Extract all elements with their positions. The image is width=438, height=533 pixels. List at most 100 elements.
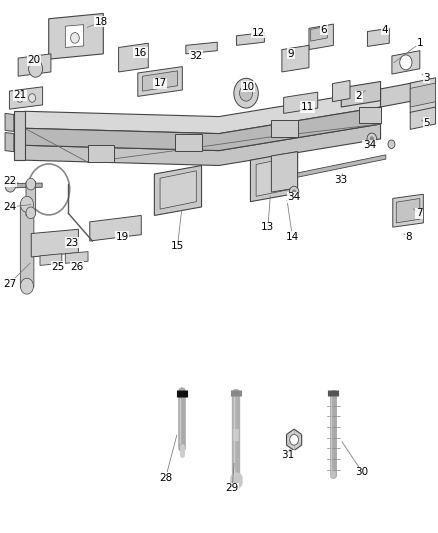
Text: 4: 4 (381, 25, 388, 35)
Text: 18: 18 (95, 17, 108, 27)
Text: 33: 33 (334, 175, 347, 185)
Text: 11: 11 (301, 102, 314, 112)
Polygon shape (12, 183, 42, 188)
Polygon shape (138, 67, 182, 96)
Text: 22: 22 (3, 176, 16, 187)
Polygon shape (359, 107, 381, 123)
Polygon shape (25, 107, 381, 151)
Polygon shape (26, 181, 35, 215)
Circle shape (388, 140, 395, 149)
Polygon shape (65, 25, 84, 47)
Circle shape (20, 196, 33, 212)
Circle shape (367, 133, 377, 145)
Polygon shape (272, 152, 297, 192)
Polygon shape (5, 114, 14, 132)
Polygon shape (65, 252, 88, 263)
Polygon shape (119, 43, 148, 72)
Polygon shape (25, 107, 381, 151)
Text: 25: 25 (52, 262, 65, 271)
Circle shape (71, 33, 79, 43)
Text: 20: 20 (27, 55, 40, 65)
Polygon shape (154, 165, 201, 215)
Polygon shape (14, 111, 25, 160)
Polygon shape (393, 194, 424, 227)
Text: 3: 3 (423, 73, 430, 83)
Text: 29: 29 (226, 483, 239, 493)
Text: 8: 8 (406, 232, 412, 242)
Polygon shape (175, 134, 201, 151)
Circle shape (26, 178, 35, 190)
Polygon shape (237, 33, 265, 45)
Polygon shape (381, 82, 420, 107)
Text: 34: 34 (287, 192, 301, 203)
Polygon shape (18, 54, 51, 76)
Polygon shape (49, 13, 103, 59)
Polygon shape (286, 429, 302, 450)
Polygon shape (256, 157, 292, 196)
Circle shape (240, 85, 253, 101)
Circle shape (20, 278, 33, 294)
Polygon shape (410, 78, 435, 114)
Text: 32: 32 (189, 51, 202, 61)
Polygon shape (341, 82, 381, 107)
Circle shape (292, 189, 296, 195)
Polygon shape (143, 71, 177, 91)
Text: 10: 10 (242, 82, 255, 92)
Text: 23: 23 (65, 238, 78, 247)
Text: 34: 34 (363, 140, 376, 150)
Text: 26: 26 (71, 262, 84, 271)
Polygon shape (282, 45, 309, 72)
Polygon shape (88, 146, 114, 163)
Circle shape (5, 179, 15, 192)
Text: 15: 15 (171, 241, 184, 251)
Text: 1: 1 (417, 38, 423, 48)
Text: 30: 30 (356, 467, 369, 477)
Polygon shape (410, 83, 435, 107)
Text: 2: 2 (355, 91, 362, 101)
Text: 9: 9 (288, 49, 294, 59)
Polygon shape (309, 24, 333, 50)
Polygon shape (410, 107, 435, 130)
Polygon shape (31, 229, 78, 257)
Polygon shape (10, 87, 42, 109)
Circle shape (26, 207, 35, 219)
Polygon shape (25, 90, 381, 134)
Polygon shape (392, 51, 420, 74)
Text: 28: 28 (159, 473, 173, 482)
Text: 6: 6 (321, 25, 327, 35)
Text: 14: 14 (286, 232, 299, 242)
Text: 5: 5 (423, 118, 430, 128)
Polygon shape (396, 198, 420, 223)
Polygon shape (284, 92, 318, 114)
Text: 17: 17 (153, 78, 167, 88)
Polygon shape (25, 124, 381, 165)
Text: 31: 31 (281, 450, 294, 460)
Text: 19: 19 (116, 232, 129, 242)
Text: 16: 16 (134, 48, 147, 58)
Circle shape (28, 60, 42, 77)
Polygon shape (186, 42, 217, 54)
Text: 27: 27 (3, 279, 16, 288)
Polygon shape (40, 254, 62, 265)
Polygon shape (5, 133, 14, 152)
Circle shape (28, 94, 35, 102)
Polygon shape (297, 155, 386, 177)
Text: 12: 12 (252, 28, 265, 38)
Text: 21: 21 (13, 90, 27, 100)
Polygon shape (272, 120, 297, 137)
Polygon shape (332, 80, 350, 102)
Circle shape (290, 434, 298, 445)
Polygon shape (367, 28, 389, 46)
Circle shape (400, 55, 412, 70)
Circle shape (16, 94, 23, 102)
Polygon shape (311, 26, 327, 41)
Circle shape (234, 78, 258, 108)
Polygon shape (20, 203, 34, 288)
Text: 24: 24 (3, 202, 16, 212)
Polygon shape (251, 152, 297, 201)
Text: 7: 7 (416, 208, 422, 219)
Text: 13: 13 (261, 222, 275, 232)
Polygon shape (90, 215, 141, 241)
Polygon shape (160, 171, 196, 209)
Circle shape (370, 136, 374, 142)
